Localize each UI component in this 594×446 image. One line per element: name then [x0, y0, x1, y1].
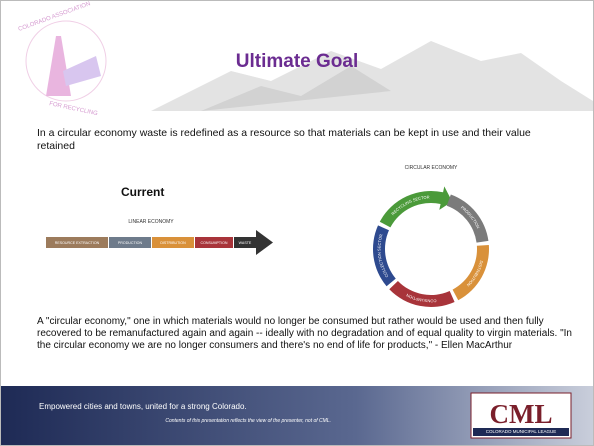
cycle-segment	[446, 194, 489, 243]
step-label: WASTE	[239, 241, 252, 245]
mountains	[151, 41, 593, 111]
footer-disclaimer: Contents of this presentation reflects t…	[165, 418, 331, 424]
linear-economy: LINEAR ECONOMY RESOURCE EXTRACTION PRODUC…	[46, 219, 273, 255]
step-box	[46, 237, 108, 248]
cml-logo-band	[473, 428, 569, 436]
cml-logo-sub: COLORADO MUNICIPAL LEAGUE	[486, 429, 557, 434]
step-box	[234, 237, 256, 248]
segment-label-text: CONSUMPTION	[405, 293, 436, 304]
logo-text: FOR RECYCLING	[49, 101, 99, 117]
step-box	[109, 237, 151, 248]
recycling-logo: COLORADO ASSOCIATION FOR RECYCLING	[18, 1, 107, 117]
current-heading: Current	[121, 185, 165, 199]
cycle-segment	[379, 186, 453, 228]
cycle-segment	[373, 225, 396, 287]
step-box	[195, 237, 233, 248]
cycle-segment	[389, 280, 455, 307]
step-label: RESOURCE EXTRACTION	[55, 241, 100, 245]
footer-tagline: Empowered cities and towns, united for a…	[39, 402, 247, 411]
segment-label: CONSUMPTION	[405, 293, 436, 304]
quote-text: A "circular economy," one in which mater…	[37, 316, 572, 351]
logo-text: COLORADO ASSOCIATION	[18, 1, 92, 33]
arrow-head	[256, 230, 273, 255]
cml-logo-text: CML	[490, 399, 553, 429]
diagram-label: CIRCULAR ECONOMY	[405, 165, 458, 171]
mountains	[201, 66, 391, 111]
step-box	[152, 237, 194, 248]
step-label: CONSUMPTION	[201, 241, 228, 245]
intro-text: In a circular economy waste is redefined…	[37, 127, 531, 152]
cycle-segment	[452, 244, 489, 301]
diagram-label: LINEAR ECONOMY	[128, 219, 174, 225]
step-label: PRODUCTION	[118, 241, 143, 245]
circular-economy: CIRCULAR ECONOMY RECYCLING SECTORPRODUCT…	[373, 165, 489, 307]
step-label: DISTRIBUTION	[160, 241, 186, 245]
title: Ultimate Goal	[236, 51, 358, 72]
